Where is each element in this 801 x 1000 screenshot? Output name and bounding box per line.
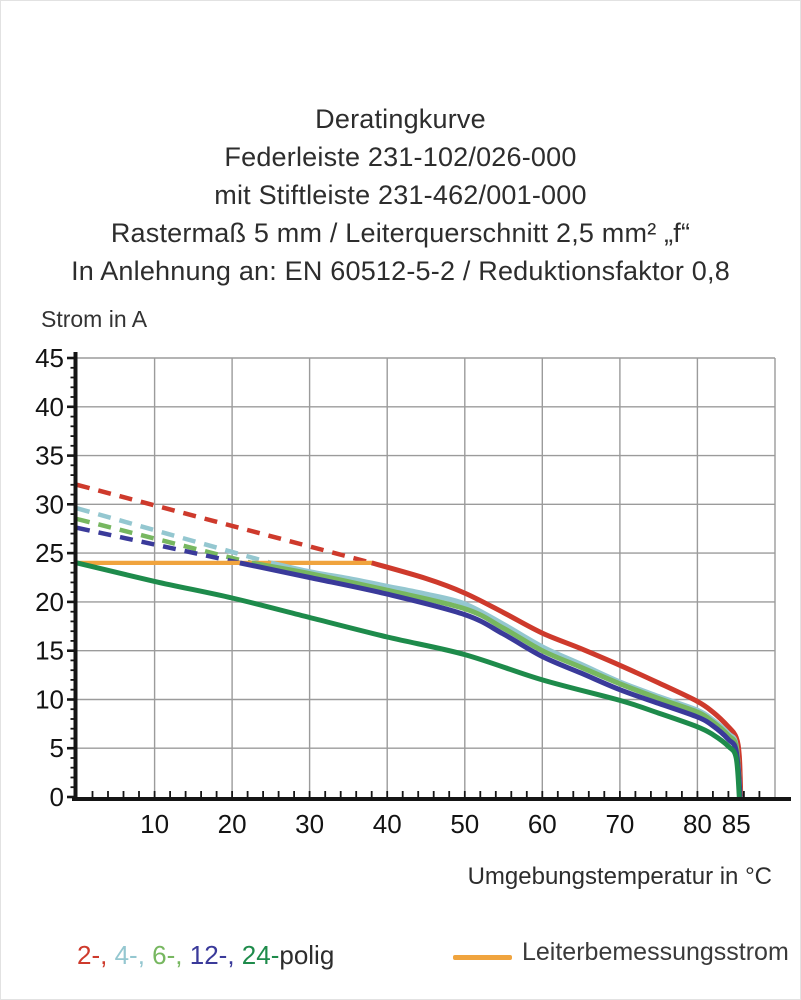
y-tick-label: 5 xyxy=(50,733,64,763)
y-tick-label: 45 xyxy=(35,343,64,373)
derating-chart: 10 20 30 40 50 60 70 80 85 0 5 10 15 20 25 30 35 40 45 Umge… xyxy=(35,343,791,890)
x-axis-title: Umgebungstemperatur in °C xyxy=(468,863,772,890)
legend-row: 2-, 4-, 6-, 12-, 24-polig Leiterbemessun… xyxy=(0,936,801,986)
x-tick-label: 20 xyxy=(218,809,247,839)
x-tick-label: 80 xyxy=(683,809,712,839)
title-line-2: Federleiste 231-102/026-000 xyxy=(224,142,577,172)
tick-labels: 10 20 30 40 50 60 70 80 85 0 5 10 15 20 25 30 35 40 45 xyxy=(35,343,751,839)
dashed-curve-2-polig xyxy=(76,482,373,566)
y-tick-label: 30 xyxy=(35,489,64,519)
curve-24-polig xyxy=(76,560,742,798)
x-tick-label: 60 xyxy=(528,809,557,839)
x-tick-label: 50 xyxy=(450,809,479,839)
title-line-4: Rastermaß 5 mm / Leiterquerschnitt 2,5 m… xyxy=(110,218,691,248)
title-line-1: Deratingkurve xyxy=(315,104,486,134)
curve-12-polig xyxy=(239,560,743,798)
y-tick-label: 20 xyxy=(35,587,64,617)
x-tick-label: 85 xyxy=(722,809,751,839)
axes xyxy=(67,352,791,801)
legend-pole-item: 4-, xyxy=(114,940,145,970)
x-tick-label: 10 xyxy=(140,809,169,839)
reference-line-label: Leiterbemessungsstrom xyxy=(522,938,789,966)
legend-pole-item: 24- xyxy=(241,940,280,970)
y-tick-label: 0 xyxy=(50,782,64,812)
dashed-curve-6-polig xyxy=(76,516,253,566)
y-tick-label: 40 xyxy=(35,392,64,422)
legend-pole-counts: 2-, 4-, 6-, 12-, 24-polig xyxy=(77,940,334,971)
dashed-curve-12-polig xyxy=(76,525,241,566)
title-line-5: In Anlehnung an: EN 60512-5-2 / Reduktio… xyxy=(71,256,730,286)
y-tick-label: 25 xyxy=(35,538,64,568)
legend-pole-item: 12-, xyxy=(189,940,235,970)
y-tick-label: 10 xyxy=(35,685,64,715)
reference-line-swatch xyxy=(453,955,512,960)
legend-pole-item: 2-, xyxy=(77,940,108,970)
x-tick-label: 40 xyxy=(373,809,402,839)
curve-4-polig xyxy=(270,560,743,798)
legend-pole-item: 6-, xyxy=(152,940,183,970)
x-tick-label: 30 xyxy=(295,809,324,839)
title-line-3: mit Stiftleiste 231-462/001-000 xyxy=(214,180,587,210)
y-tick-label: 35 xyxy=(35,441,64,471)
y-axis-title: Strom in A xyxy=(41,306,148,332)
y-tick-label: 15 xyxy=(35,636,64,666)
curve-6-polig xyxy=(251,560,743,798)
chart-title-block: Deratingkurve Federleiste 231-102/026-00… xyxy=(0,100,801,290)
dashed-curve-4-polig xyxy=(76,506,272,566)
x-tick-label: 70 xyxy=(605,809,634,839)
legend-pole-suffix: polig xyxy=(279,940,335,970)
